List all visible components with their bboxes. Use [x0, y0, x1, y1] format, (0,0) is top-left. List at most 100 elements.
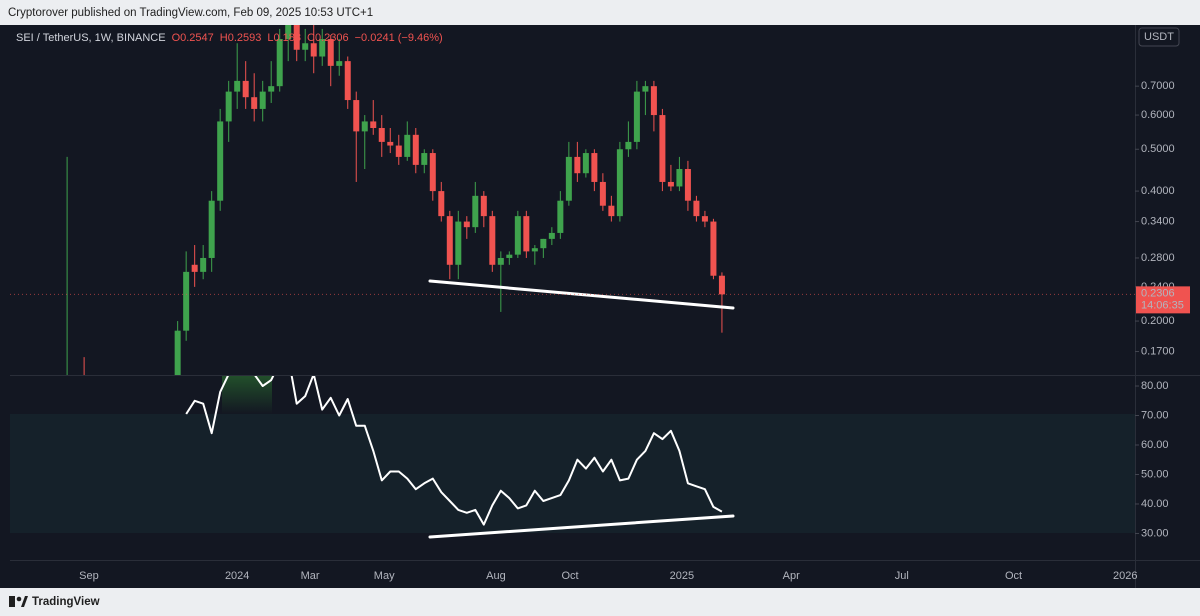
candle-body — [582, 153, 589, 174]
candle-body — [242, 80, 249, 98]
y-tick-label: 60.00 — [1141, 439, 1169, 451]
candle-body — [650, 86, 657, 116]
y-tick-label: 0.7000 — [1141, 80, 1175, 92]
candle-body — [319, 39, 326, 57]
candle-body — [208, 200, 215, 258]
candle-body — [378, 128, 385, 142]
x-tick-label: 2026 — [1113, 570, 1137, 582]
y-tick-label: 50.00 — [1141, 468, 1169, 480]
candle-body — [302, 43, 309, 50]
candle-body — [268, 86, 275, 92]
candle-body — [429, 153, 436, 192]
candle-body — [446, 216, 453, 265]
ohlc-low: L0.188 — [267, 32, 301, 44]
y-tick-label: 0.3400 — [1141, 215, 1175, 227]
candle-body — [225, 91, 232, 122]
candle-body — [591, 153, 598, 182]
candle-body — [557, 200, 564, 233]
candle-body — [599, 181, 606, 206]
candle-body — [276, 39, 283, 87]
x-tick-label: 2024 — [225, 570, 249, 582]
last-price: 0.2306 — [1141, 287, 1175, 299]
x-tick-label: Jul — [895, 570, 909, 582]
candle-body — [633, 91, 640, 142]
symbol-title: SEI / TetherUS, 1W, BINANCE — [16, 32, 166, 44]
y-tick-label: 30.00 — [1141, 527, 1169, 539]
candle-body — [701, 216, 708, 222]
candle-body — [506, 254, 513, 258]
y-tick-label: 0.5000 — [1141, 143, 1175, 155]
candle-body — [361, 121, 368, 132]
candle-body — [395, 145, 402, 157]
y-tick-label: 0.1700 — [1141, 345, 1175, 357]
candle-body — [353, 100, 360, 132]
candle-body — [514, 216, 521, 255]
candle-body — [540, 238, 547, 249]
y-tick-label: 80.00 — [1141, 380, 1169, 392]
candle-body — [200, 257, 207, 272]
candle-body — [565, 156, 572, 201]
currency: USDT — [1144, 31, 1174, 43]
ohlc-change: −0.0241 (−9.46%) — [355, 32, 443, 44]
candle-body — [421, 153, 428, 165]
candle-body — [336, 61, 343, 66]
x-tick-label: 2025 — [670, 570, 694, 582]
publisher: Cryptorover published on TradingView.com… — [8, 7, 373, 19]
last-price-box — [1136, 286, 1190, 314]
brand: TradingView — [32, 596, 100, 608]
candle-body — [718, 275, 725, 295]
y-tick-label: 0.6000 — [1141, 109, 1175, 121]
candle-body — [217, 121, 224, 201]
price-pane — [66, 25, 725, 375]
candle-body — [327, 39, 334, 66]
legend: SEI / TetherUS, 1W, BINANCE O0.2547 H0.259… — [16, 32, 443, 44]
rsi-pane — [185, 376, 723, 526]
x-tick-label: May — [374, 570, 395, 582]
countdown: 14:06:35 — [1141, 299, 1184, 311]
candle-body — [438, 191, 445, 217]
candle-body — [293, 25, 300, 50]
x-tick-label: Oct — [562, 570, 579, 582]
x-tick-label: Sep — [79, 570, 99, 582]
x-tick-label: Apr — [783, 570, 800, 582]
candle-body — [404, 134, 411, 157]
rsi-line — [185, 376, 723, 526]
y-tick-label: 40.00 — [1141, 498, 1169, 510]
candle-body — [285, 25, 292, 40]
candle-body — [523, 216, 530, 252]
candle-body — [608, 205, 615, 217]
candle-body — [480, 195, 487, 217]
candle-body — [531, 248, 538, 252]
currency-box[interactable] — [1138, 27, 1180, 47]
price-trendline — [428, 279, 735, 310]
candle-body — [234, 80, 241, 92]
candle-body — [472, 195, 479, 228]
ohlc-open: O0.2547 — [172, 32, 214, 44]
candle-body — [693, 200, 700, 217]
candle-body — [463, 221, 470, 228]
candle-body — [183, 271, 190, 331]
y-tick-label: 70.00 — [1141, 409, 1169, 421]
candle-body — [497, 257, 504, 265]
candle-body — [548, 232, 555, 239]
y-tick-label: 0.2800 — [1141, 252, 1175, 264]
candle-body — [616, 149, 623, 217]
candle-body — [455, 221, 462, 265]
candle-body — [710, 221, 717, 276]
ohlc-high: H0.2593 — [220, 32, 262, 44]
candle-body — [387, 141, 394, 146]
candle-body — [412, 134, 419, 165]
candle-body — [676, 169, 683, 187]
candle-body — [489, 216, 496, 265]
candle-body — [174, 330, 181, 375]
publish-bar — [0, 0, 1200, 25]
candle-body — [667, 181, 674, 187]
candle-body — [251, 97, 258, 109]
candle-body — [625, 141, 632, 150]
y-tick-label: 0.4000 — [1141, 185, 1175, 197]
candle-body — [370, 121, 377, 129]
y-tick-label: 0.2000 — [1141, 315, 1175, 327]
rsi-trendline — [428, 514, 735, 539]
